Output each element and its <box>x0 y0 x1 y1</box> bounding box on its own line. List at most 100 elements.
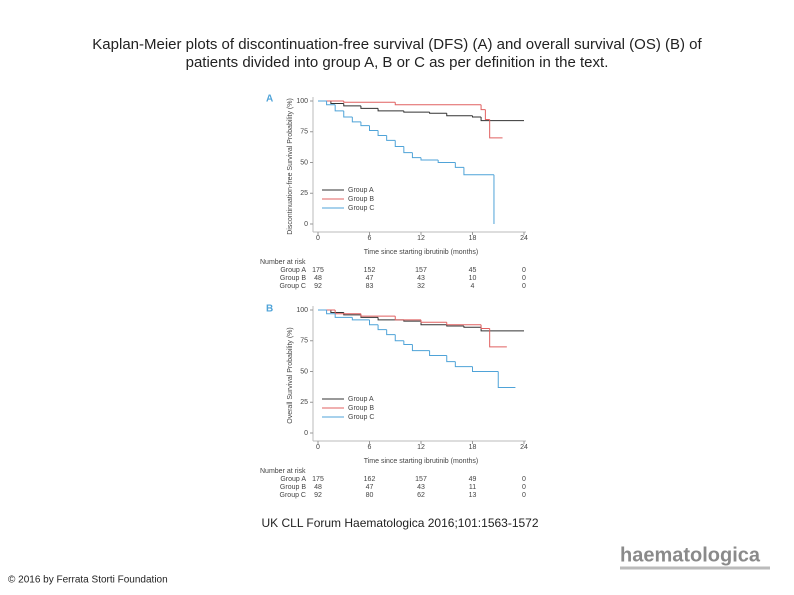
x-tick-label: 6 <box>368 235 372 242</box>
survival-step <box>403 146 413 154</box>
survival-step <box>480 104 486 111</box>
survival-step <box>420 157 439 161</box>
slide-title: patients divided into group A, B or C as… <box>186 54 609 71</box>
survival-step <box>326 101 336 106</box>
survival-step <box>330 101 344 104</box>
copyright: © 2016 by Ferrata Storti Foundation <box>8 575 168 586</box>
y-tick-label: 100 <box>296 307 308 314</box>
legend-entry: Group A <box>348 396 374 403</box>
survival-step <box>334 313 353 318</box>
survival-step <box>411 152 421 159</box>
y-tick-label: 75 <box>300 338 308 345</box>
risk-count: 83 <box>366 283 374 290</box>
survival-step <box>360 105 379 109</box>
y-tick-label: 75 <box>300 129 308 136</box>
risk-count: 92 <box>314 492 322 499</box>
survival-step <box>351 116 361 123</box>
source: UK CLL Forum Haematologica 2016;101:1563… <box>261 516 538 530</box>
risk-count: 175 <box>312 476 324 483</box>
survival-step <box>472 366 499 372</box>
survival-step <box>377 324 387 331</box>
survival-step <box>480 116 524 122</box>
survival-step <box>446 355 456 363</box>
survival-step <box>369 319 379 326</box>
survival-step <box>484 109 490 120</box>
legend-entry: Group B <box>348 405 374 412</box>
survival-step <box>472 115 482 118</box>
risk-row-name: Group B <box>280 275 306 282</box>
survival-step <box>386 135 396 141</box>
y-axis-label: Discontinuation-free Survival Probabilit… <box>287 98 294 235</box>
risk-count: 43 <box>417 275 425 282</box>
survival-step <box>420 321 447 326</box>
risk-count: 80 <box>366 492 374 499</box>
risk-count: 45 <box>469 267 477 274</box>
risk-count: 0 <box>522 476 526 483</box>
y-tick-label: 0 <box>304 430 308 437</box>
x-tick-label: 24 <box>520 444 528 451</box>
risk-count: 48 <box>314 275 322 282</box>
risk-count: 152 <box>364 267 376 274</box>
x-tick-label: 24 <box>520 235 528 242</box>
survival-step <box>429 112 447 114</box>
x-tick-label: 12 <box>417 444 425 451</box>
risk-row-name: Group C <box>280 492 306 499</box>
risk-count: 157 <box>415 267 427 274</box>
survival-step <box>330 310 344 313</box>
survival-step <box>386 329 396 336</box>
survival-step <box>489 119 503 139</box>
logo: haematologica <box>620 544 761 566</box>
y-tick-label: 50 <box>300 159 308 166</box>
survival-step <box>369 125 379 132</box>
risk-row-name: Group A <box>280 267 306 274</box>
risk-count: 62 <box>417 492 425 499</box>
risk-table-title: Number at risk <box>260 468 306 475</box>
y-tick-label: 0 <box>304 221 308 228</box>
survival-step <box>480 324 490 329</box>
survival-step <box>463 167 494 176</box>
survival-step <box>394 102 482 106</box>
panel-label: B <box>266 304 273 315</box>
x-axis-label: Time since starting ibrutinib (months) <box>364 249 479 256</box>
risk-row-name: Group A <box>280 476 306 483</box>
survival-step <box>334 310 361 315</box>
survival-step <box>377 130 387 136</box>
x-tick-label: 12 <box>417 235 425 242</box>
survival-step <box>454 162 464 168</box>
survival-step <box>394 140 404 148</box>
risk-count: 13 <box>469 492 477 499</box>
risk-row-name: Group B <box>280 484 306 491</box>
risk-row-name: Group C <box>280 283 306 290</box>
survival-step <box>480 327 524 332</box>
survival-step <box>497 371 516 388</box>
survival-step <box>326 310 336 315</box>
x-tick-label: 0 <box>316 444 320 451</box>
survival-step <box>446 322 482 326</box>
survival-step <box>403 110 430 113</box>
risk-count: 49 <box>469 476 477 483</box>
survival-step <box>360 121 370 127</box>
panel-label: A <box>266 94 273 105</box>
risk-count: 0 <box>522 484 526 491</box>
risk-count: 0 <box>522 267 526 274</box>
survival-step <box>343 101 396 103</box>
risk-count: 0 <box>522 275 526 282</box>
risk-count: 32 <box>417 283 425 290</box>
survival-step <box>360 313 396 317</box>
risk-count: 157 <box>415 476 427 483</box>
risk-count: 43 <box>417 484 425 491</box>
survival-step <box>377 108 404 112</box>
risk-count: 48 <box>314 484 322 491</box>
survival-step <box>403 340 413 345</box>
risk-count: 47 <box>366 275 374 282</box>
y-tick-label: 100 <box>296 98 308 105</box>
survival-step <box>454 361 473 368</box>
risk-count: 0 <box>522 283 526 290</box>
risk-count: 10 <box>469 275 477 282</box>
x-tick-label: 18 <box>469 235 477 242</box>
survival-step <box>351 317 370 321</box>
legend-entry: Group C <box>348 414 374 421</box>
survival-step <box>429 350 447 357</box>
slide-title: Kaplan-Meier plots of discontinuation-fr… <box>92 36 702 53</box>
risk-count: 162 <box>364 476 376 483</box>
